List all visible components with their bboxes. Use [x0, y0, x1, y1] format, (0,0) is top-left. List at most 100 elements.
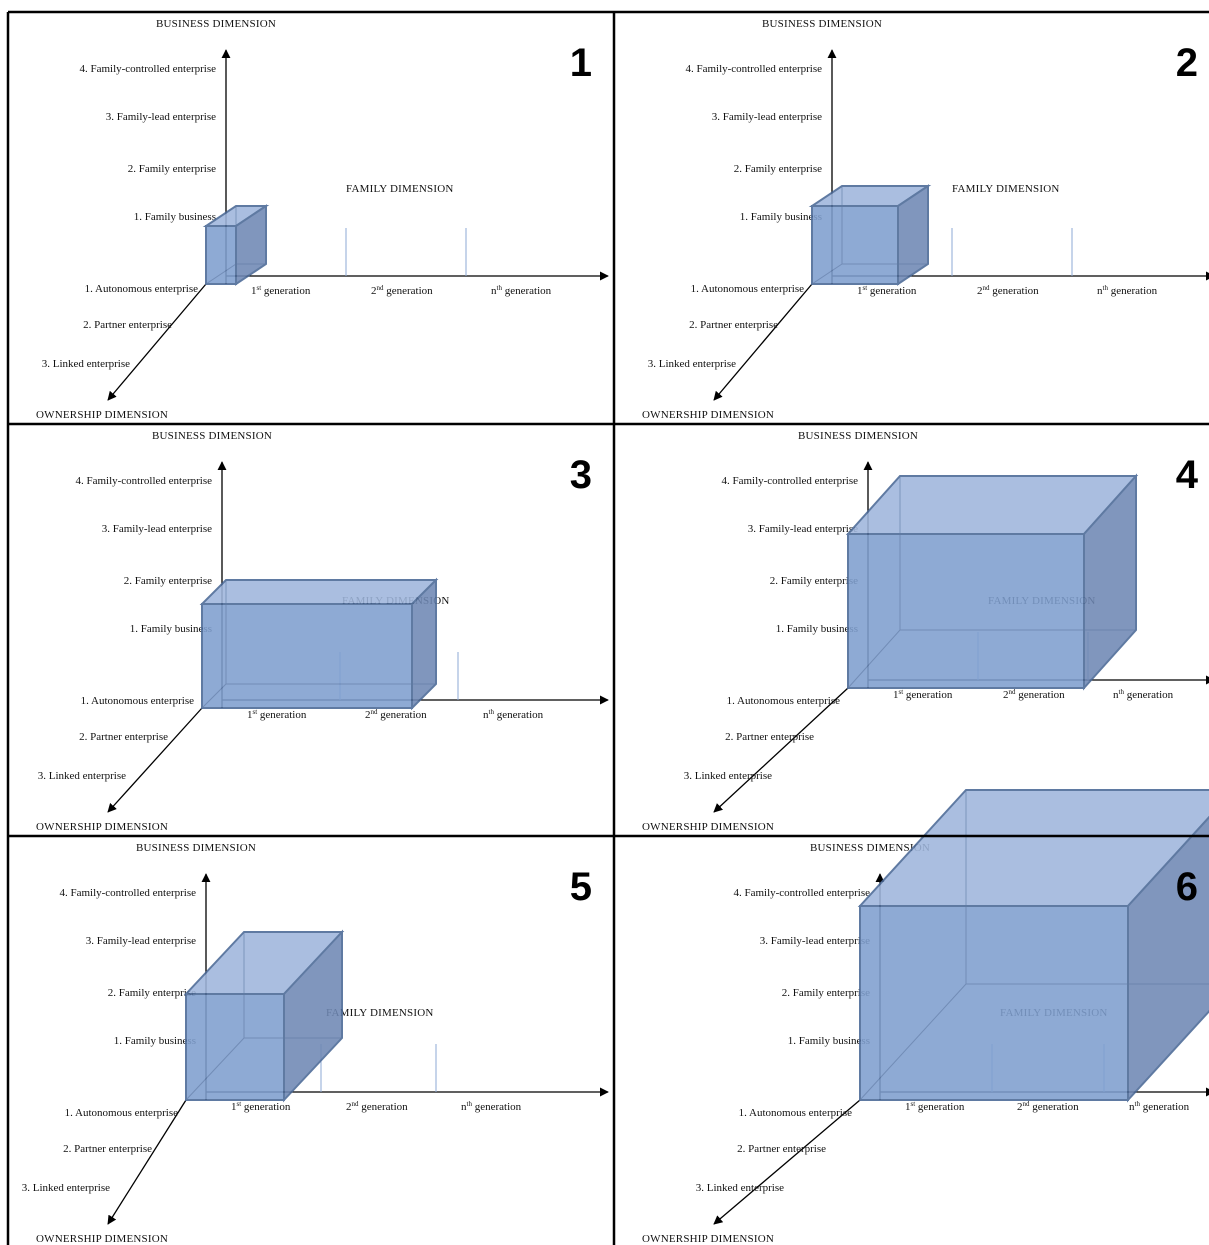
ownership-level-label: 2. Partner enterprise — [63, 1143, 152, 1155]
business-level-label: 1. Family business — [130, 623, 212, 635]
business-level-label: 1. Family business — [134, 211, 216, 223]
ownership-level-label: 3. Linked enterprise — [648, 358, 736, 370]
cube-hidden-edges — [847, 476, 1136, 689]
cube-front-face — [811, 205, 899, 285]
business-level-label: 2. Family enterprise — [734, 163, 822, 175]
family-dimension-title: FAMILY DIMENSION — [326, 1007, 434, 1019]
ownership-axis — [713, 283, 813, 401]
ownership-level-label: 2. Partner enterprise — [689, 319, 778, 331]
family-level-label: nth generation — [1097, 284, 1158, 297]
cube-front-face — [847, 533, 1085, 689]
business-level-label: 1. Family business — [740, 211, 822, 223]
ownership-level-label: 2. Partner enterprise — [79, 731, 168, 743]
family-level-label: 2nd generation — [1003, 688, 1065, 701]
business-level-label: 2. Family enterprise — [770, 575, 858, 587]
family-level-label: 1st generation — [251, 284, 311, 297]
business-level-label: 3. Family-lead enterprise — [86, 935, 196, 947]
business-level-label: 4. Family-controlled enterprise — [79, 63, 216, 75]
ownership-dimension-title: OWNERSHIP DIMENSION — [642, 821, 774, 833]
panel-5: BUSINESS DIMENSION FAMILY DIMENSION OWNERS… — [22, 842, 609, 1245]
ownership-axis — [107, 283, 207, 401]
business-dimension-title: BUSINESS DIMENSION — [152, 430, 272, 442]
cube-front-face — [859, 905, 1129, 1101]
cube-hidden-edges — [859, 790, 1209, 1101]
family-level-label: 2nd generation — [1017, 1100, 1079, 1113]
capability-cube — [808, 184, 932, 286]
ownership-level-label: 3. Linked enterprise — [696, 1182, 784, 1194]
panel-number: 4 — [1176, 453, 1199, 497]
ownership-level-label: 1. Autonomous enterprise — [727, 695, 840, 707]
business-level-label: 3. Family-lead enterprise — [748, 523, 858, 535]
business-level-label: 4. Family-controlled enterprise — [59, 887, 196, 899]
family-level-label: 2nd generation — [977, 284, 1039, 297]
business-level-label: 4. Family-controlled enterprise — [733, 887, 870, 899]
ownership-dimension-title: OWNERSHIP DIMENSION — [642, 409, 774, 421]
panel-number: 5 — [570, 865, 592, 909]
business-level-label: 2. Family enterprise — [128, 163, 216, 175]
panel-number: 1 — [570, 41, 592, 85]
family-level-label: nth generation — [461, 1100, 522, 1113]
cube-front-face — [201, 603, 413, 709]
business-dimension-title: BUSINESS DIMENSION — [136, 842, 256, 854]
ownership-dimension-title: OWNERSHIP DIMENSION — [36, 1233, 168, 1245]
business-dimension-title: BUSINESS DIMENSION — [810, 842, 930, 854]
ownership-level-label: 1. Autonomous enterprise — [65, 1107, 178, 1119]
ownership-level-label: 3. Linked enterprise — [22, 1182, 110, 1194]
ownership-level-label: 3. Linked enterprise — [684, 770, 772, 782]
business-level-label: 4. Family-controlled enterprise — [75, 475, 212, 487]
capability-cube — [183, 929, 345, 1103]
ownership-level-label: 1. Autonomous enterprise — [81, 695, 194, 707]
cube-side-face — [411, 577, 437, 711]
ownership-level-label: 3. Linked enterprise — [38, 770, 126, 782]
capability-cube — [202, 204, 270, 286]
ownership-level-label: 2. Partner enterprise — [83, 319, 172, 331]
cube-hidden-edges — [205, 206, 266, 285]
family-dimension-title: FAMILY DIMENSION — [952, 183, 1060, 195]
family-dimension-title: FAMILY DIMENSION — [346, 183, 454, 195]
ownership-dimension-title: OWNERSHIP DIMENSION — [36, 821, 168, 833]
business-level-label: 1. Family business — [788, 1035, 870, 1047]
business-dimension-title: BUSINESS DIMENSION — [156, 18, 276, 30]
family-level-label: 2nd generation — [346, 1100, 408, 1113]
family-level-label: nth generation — [491, 284, 552, 297]
panel-number: 6 — [1176, 865, 1198, 909]
ownership-level-label: 2. Partner enterprise — [737, 1143, 826, 1155]
ownership-axis — [107, 707, 203, 813]
business-dimension-title: BUSINESS DIMENSION — [798, 430, 918, 442]
panel-2: BUSINESS DIMENSION FAMILY DIMENSION OWNERS… — [642, 18, 1209, 421]
business-level-label: 2. Family enterprise — [124, 575, 212, 587]
cube-top-face — [199, 579, 439, 605]
family-level-label: 1st generation — [905, 1100, 965, 1113]
panel-1: BUSINESS DIMENSION FAMILY DIMENSION OWNERS… — [36, 18, 609, 421]
ownership-level-label: 2. Partner enterprise — [725, 731, 814, 743]
family-level-label: 1st generation — [857, 284, 917, 297]
ownership-level-label: 3. Linked enterprise — [42, 358, 130, 370]
cube-hidden-edges — [811, 186, 928, 285]
ownership-level-label: 1. Autonomous enterprise — [85, 283, 198, 295]
family-level-label: 1st generation — [231, 1100, 291, 1113]
family-level-label: 1st generation — [247, 708, 307, 721]
capability-cube — [845, 473, 1139, 691]
family-level-label: 2nd generation — [365, 708, 427, 721]
business-level-label: 3. Family-lead enterprise — [106, 111, 216, 123]
capability-cube — [199, 577, 439, 711]
ownership-axis — [713, 687, 849, 813]
ownership-dimension-title: OWNERSHIP DIMENSION — [36, 409, 168, 421]
business-dimension-title: BUSINESS DIMENSION — [762, 18, 882, 30]
family-level-label: 2nd generation — [371, 284, 433, 297]
panel-grid-frame — [6, 10, 1209, 1245]
panel-number: 2 — [1176, 41, 1198, 85]
business-level-label: 4. Family-controlled enterprise — [685, 63, 822, 75]
ownership-dimension-title: OWNERSHIP DIMENSION — [642, 1233, 774, 1245]
family-level-label: nth generation — [483, 708, 544, 721]
business-level-label: 2. Family enterprise — [782, 987, 870, 999]
business-level-label: 3. Family-lead enterprise — [760, 935, 870, 947]
business-level-label: 4. Family-controlled enterprise — [721, 475, 858, 487]
family-level-label: 1st generation — [893, 688, 953, 701]
family-level-label: nth generation — [1129, 1100, 1190, 1113]
ownership-level-label: 1. Autonomous enterprise — [691, 283, 804, 295]
